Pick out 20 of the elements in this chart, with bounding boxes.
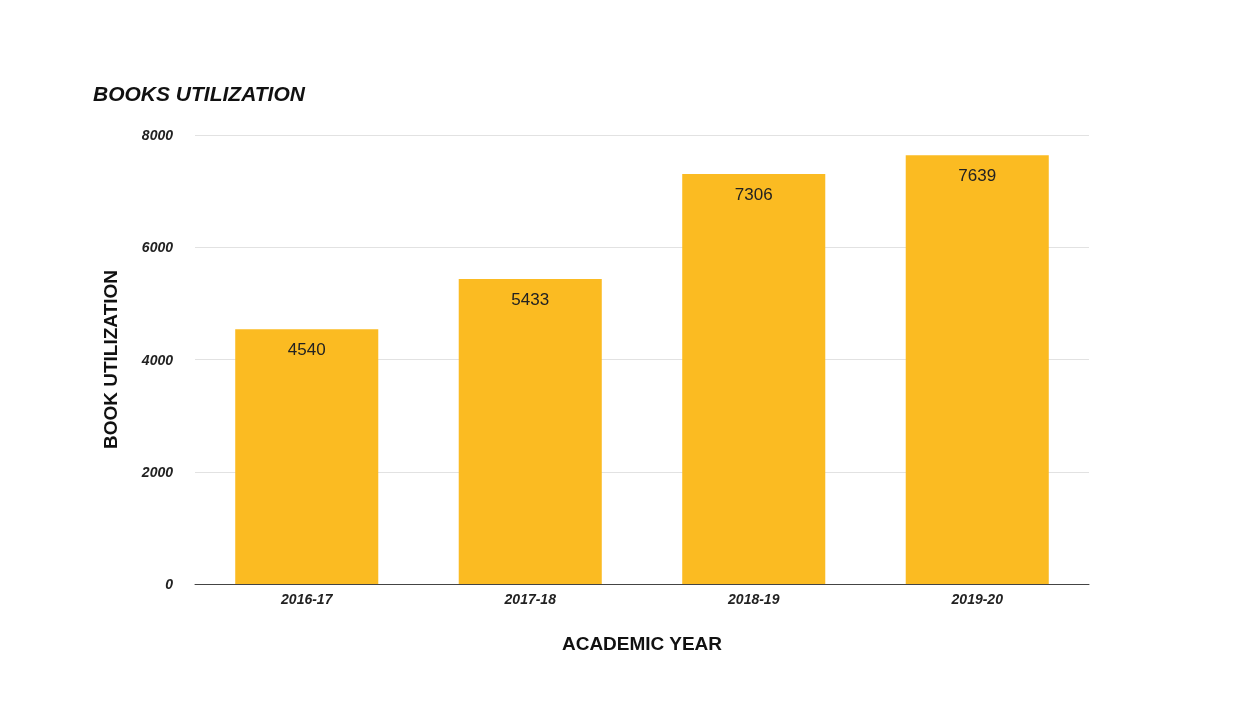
y-tick-label: 4000 <box>140 351 174 368</box>
x-tick-label: 2016-17 <box>280 591 334 607</box>
bar <box>458 279 602 584</box>
bar <box>682 173 826 584</box>
x-tick-label: 2017-18 <box>503 591 557 607</box>
data-label: 5433 <box>511 290 550 310</box>
x-axis-title: ACADEMIC YEAR <box>561 633 723 654</box>
bar <box>235 329 379 584</box>
data-label: 7306 <box>734 184 773 204</box>
bar <box>905 155 1049 584</box>
y-axis-title: BOOK UTILIZATION <box>100 269 121 450</box>
y-tick-label: 6000 <box>141 239 174 256</box>
chart-title: BOOKS UTILIZATION <box>93 82 306 105</box>
y-tick-label: 8000 <box>141 127 174 143</box>
x-tick-label: 2019-20 <box>950 591 1004 607</box>
x-tick-label: 2018-19 <box>727 591 780 607</box>
data-label: 7639 <box>958 166 997 186</box>
y-tick-label: 0 <box>165 576 174 592</box>
data-label: 4540 <box>287 340 326 360</box>
y-tick-label: 2000 <box>140 463 174 480</box>
